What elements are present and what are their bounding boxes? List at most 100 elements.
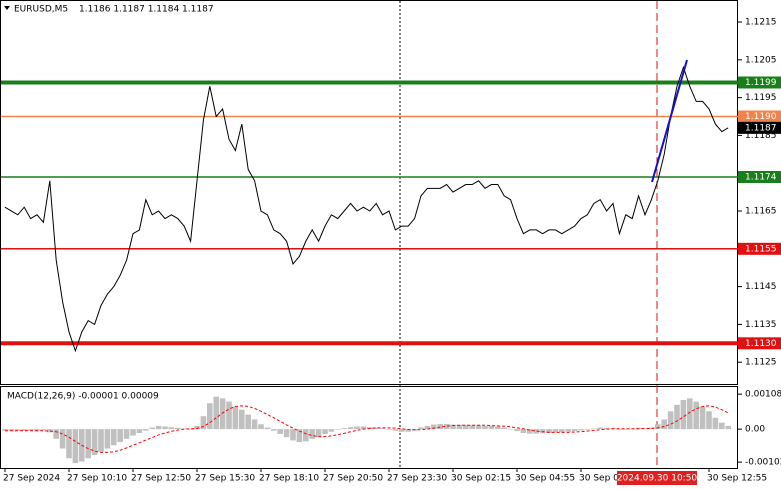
y-tick-label: 1.1215 (745, 18, 777, 28)
level-label-box (738, 76, 781, 89)
macd-bar (443, 423, 450, 430)
macd-bar (207, 403, 213, 430)
macd-panel-frame (0, 386, 738, 469)
macd-bar (66, 429, 72, 459)
macd-bar (360, 426, 367, 430)
x-tick-label: 30 Sep 04:55 (515, 474, 575, 484)
macd-bar (200, 416, 207, 430)
macd-bar (552, 429, 559, 433)
x-tick-label: 27 Sep 15:30 (195, 474, 255, 484)
macd-bar (303, 429, 309, 442)
macd-bar (322, 429, 328, 434)
macd-bar (341, 428, 347, 430)
level-label: 1.1174 (745, 172, 777, 182)
macd-bar (251, 419, 258, 430)
macd-bar (616, 429, 623, 430)
macd-bar (706, 411, 712, 430)
macd-bar (475, 425, 482, 430)
macd-bar (194, 425, 200, 430)
macd-bar (232, 406, 239, 430)
macd-bar (437, 423, 443, 430)
macd-bar (424, 425, 431, 430)
macd-bar (603, 427, 610, 430)
signal-line (5, 405, 729, 453)
macd-bar (149, 427, 155, 430)
macd-bar (405, 429, 411, 432)
macd-bar (98, 429, 104, 452)
macd-bar (354, 426, 360, 430)
trend-line (651, 59, 688, 183)
level-label: 1.1190 (745, 112, 777, 122)
macd-bar (373, 427, 379, 430)
last-price-label: 1.1187 (745, 123, 777, 133)
macd-bar (143, 429, 149, 431)
macd-bar (456, 424, 463, 430)
macd-bar (40, 429, 47, 431)
crosshair-label: 2024.09.30 10:50 (617, 474, 698, 484)
level-label: 1.1130 (745, 339, 777, 349)
macd-bar (290, 429, 296, 441)
y-tick-label: 1.1195 (745, 93, 777, 103)
macd-bar (591, 428, 597, 430)
y-tick-label: 1.1185 (745, 131, 777, 141)
macd-bar (309, 429, 315, 439)
level-label-box (738, 337, 781, 350)
y-tick-label: 1.1135 (745, 320, 777, 330)
macd-bar (431, 424, 437, 430)
macd-bar (21, 429, 27, 432)
macd-bar (271, 429, 277, 431)
macd-bar (661, 419, 667, 430)
macd-bar (571, 429, 578, 432)
macd-bar (315, 429, 322, 438)
macd-bar (501, 427, 507, 430)
y-tick-label: 1.1145 (745, 282, 777, 292)
y-tick-label: 1.1165 (745, 207, 777, 217)
macd-bar (8, 429, 15, 432)
macd-bar (495, 426, 501, 430)
macd-bar (347, 427, 354, 430)
macd-bar (53, 429, 59, 439)
y-tick-label: -0.00102 (745, 458, 781, 468)
macd-bar (245, 414, 251, 430)
x-tick-label: 30 Sep 07:35 (579, 474, 639, 484)
macd-bar (386, 429, 392, 430)
macd-bar (687, 398, 693, 430)
y-tick-label: 0.00108 (745, 390, 781, 400)
macd-bar (187, 429, 194, 430)
macd-bar (597, 427, 603, 430)
x-tick-label: 30 Sep 02:15 (451, 474, 511, 484)
level-label: 1.1155 (745, 244, 777, 254)
macd-bar (482, 425, 488, 430)
macd-bar (674, 404, 680, 430)
macd-bar (226, 401, 232, 430)
macd-bar (667, 411, 674, 430)
x-tick-label: 27 Sep 10:10 (67, 474, 127, 484)
macd-bar (162, 426, 168, 430)
macd-bar (392, 429, 399, 431)
price-line (4, 65, 729, 353)
macd-bar (712, 417, 719, 430)
macd-bar (72, 429, 79, 464)
macd-bar (648, 427, 655, 430)
macd-bar (175, 427, 181, 430)
macd-bar (111, 429, 117, 446)
symbol-title: EURUSD,M5 (14, 5, 68, 15)
macd-bar (418, 427, 424, 430)
macd-bar (2, 429, 8, 431)
macd-bar (335, 429, 341, 430)
x-tick-label: 27 Sep 18:10 (259, 474, 319, 484)
x-tick-label: 27 Sep 20:50 (323, 474, 383, 484)
macd-bar (379, 428, 386, 430)
macd-bar (104, 429, 111, 449)
macd-bar (533, 429, 539, 434)
macd-bar (520, 429, 527, 434)
macd-bar (277, 429, 283, 434)
macd-bar (136, 429, 143, 434)
macd-bar (507, 429, 514, 430)
macd-bar (264, 427, 271, 430)
macd-bar (469, 425, 475, 430)
menu-arrow (4, 6, 10, 10)
macd-bar (719, 422, 725, 430)
